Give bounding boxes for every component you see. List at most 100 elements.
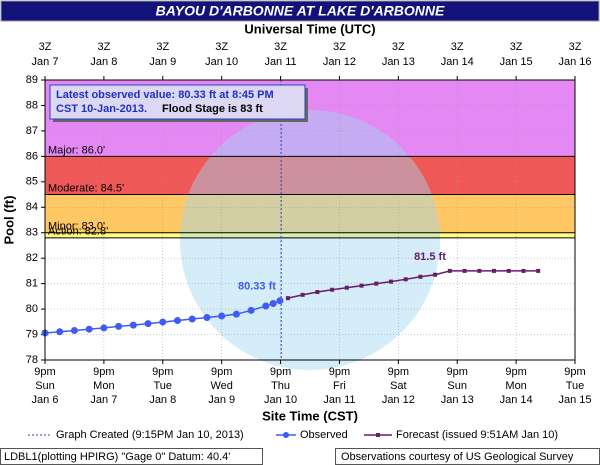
observed-point <box>232 310 240 318</box>
observed-point <box>218 312 226 320</box>
y-tick-label: 86 <box>26 150 38 162</box>
y-tick-label: 81 <box>26 278 38 290</box>
x-tick-label: 9pm <box>388 366 409 378</box>
observed-point <box>115 322 123 330</box>
x2-tick-label: 3Z <box>97 41 110 53</box>
x-tick-label: Jan 12 <box>382 394 415 406</box>
legend-forecast <box>376 433 380 437</box>
x-tick-label: Wed <box>210 380 232 392</box>
flood-band <box>45 194 575 233</box>
info-box <box>49 84 306 120</box>
x2-tick-label: Jan 8 <box>90 56 117 68</box>
x-tick-label: 9pm <box>447 366 468 378</box>
observed-point <box>70 326 78 334</box>
forecast-point <box>330 287 335 292</box>
stage-label: Action: 82.8' <box>48 226 108 238</box>
y-tick-label: 78 <box>26 354 38 366</box>
x2-tick-label: Jan 12 <box>323 56 356 68</box>
forecast-point <box>462 268 467 273</box>
forecast-point <box>433 272 438 277</box>
legend-observed <box>283 432 289 438</box>
flood-band <box>45 156 575 195</box>
forecast-point <box>506 268 511 273</box>
forecast-point <box>521 268 526 273</box>
x-tick-label: Mon <box>93 380 114 392</box>
observed-point <box>129 321 137 329</box>
x-tick-label: Sun <box>447 380 467 392</box>
observed-point <box>56 328 64 336</box>
x-tick-label: Jan 8 <box>149 394 176 406</box>
x-tick-label: Fri <box>333 380 346 392</box>
footer-right: Observations courtesy of US Geological S… <box>341 451 574 463</box>
legend-text: Forecast (issued 9:51AM Jan 10) <box>396 429 558 441</box>
observed-point <box>100 324 108 332</box>
value-label: 80.33 ft <box>238 281 276 293</box>
forecast-point <box>344 285 349 290</box>
x2-tick-label: Jan 13 <box>382 56 415 68</box>
x2-tick-label: Jan 9 <box>149 56 176 68</box>
top-axis-label: Universal Time (UTC) <box>244 21 375 36</box>
title-bar <box>0 0 600 22</box>
y-axis-label: Pool (ft) <box>1 195 16 244</box>
x-tick-label: 9pm <box>211 366 232 378</box>
watermark <box>180 110 440 370</box>
x-tick-label: 9pm <box>152 366 173 378</box>
stage-label: Major: 86.0' <box>48 144 105 156</box>
observed-point <box>85 325 93 333</box>
x2-tick-label: 3Z <box>156 41 169 53</box>
observed-point <box>262 302 270 310</box>
x-tick-label: Thu <box>271 380 290 392</box>
observed-point <box>174 317 181 325</box>
plot-area: 78 79 80 81 82 83 84 85 86 87 88 89 9pm Sun Jan 6 9pm Mo… <box>26 41 592 406</box>
info-text: Latest observed value: 80.33 ft at 8:45 … <box>56 89 274 101</box>
x2-tick-label: 3Z <box>451 41 464 53</box>
x-tick-label: Jan 7 <box>90 394 117 406</box>
x2-tick-label: Jan 14 <box>441 56 474 68</box>
x-tick-label: Sat <box>390 380 407 392</box>
x2-tick-label: 3Z <box>569 41 582 53</box>
observed-point <box>269 299 277 307</box>
y-tick-label: 84 <box>26 201 38 213</box>
y-tick-label: 82 <box>26 252 38 264</box>
flood-band <box>45 232 575 238</box>
x2-tick-label: 3Z <box>392 41 405 53</box>
x-tick-label: 9pm <box>34 366 55 378</box>
y-tick-label: 79 <box>26 328 38 340</box>
x2-tick-label: Jan 7 <box>32 56 59 68</box>
observed-point <box>159 318 167 326</box>
x-tick-label: Tue <box>154 380 173 392</box>
observed-point <box>144 320 152 328</box>
footer-left: LDBL1(plotting HPIRG) "Gage 0" Datum: 40… <box>4 451 230 463</box>
x-axis-label: Site Time (CST) <box>262 408 358 423</box>
y-tick-label: 87 <box>26 125 38 137</box>
stage-label: Moderate: 84.5' <box>48 182 124 194</box>
forecast-point <box>315 290 320 295</box>
y-tick-label: 85 <box>26 176 38 188</box>
x2-tick-label: 3Z <box>274 41 287 53</box>
x-tick-label: Jan 14 <box>500 394 533 406</box>
forecast-point <box>359 283 364 288</box>
x2-tick-label: Jan 16 <box>558 56 591 68</box>
y-tick-label: 88 <box>26 99 38 111</box>
forecast-point <box>285 296 290 301</box>
x-tick-label: Tue <box>566 380 585 392</box>
x2-tick-label: 3Z <box>333 41 346 53</box>
legend-text: Graph Created (9:15PM Jan 10, 2013) <box>56 429 244 441</box>
y-tick-label: 80 <box>26 303 38 315</box>
forecast-point <box>536 268 541 273</box>
info-text: CST 10-Jan-2013. <box>56 103 147 115</box>
x-tick-label: Sun <box>35 380 55 392</box>
forecast-point <box>492 268 497 273</box>
forecast-point <box>374 281 379 286</box>
series-line <box>287 270 539 299</box>
forecast-point <box>477 268 482 273</box>
x-tick-label: Jan 9 <box>208 394 235 406</box>
x-tick-label: Jan 15 <box>558 394 591 406</box>
x-tick-label: Jan 11 <box>323 394 355 406</box>
x2-tick-label: Jan 15 <box>500 56 533 68</box>
x-tick-label: Jan 10 <box>264 394 297 406</box>
x-tick-label: 9pm <box>270 366 291 378</box>
x-tick-label: Jan 13 <box>441 394 474 406</box>
x2-tick-label: Jan 10 <box>205 56 238 68</box>
forecast-point <box>388 279 393 284</box>
